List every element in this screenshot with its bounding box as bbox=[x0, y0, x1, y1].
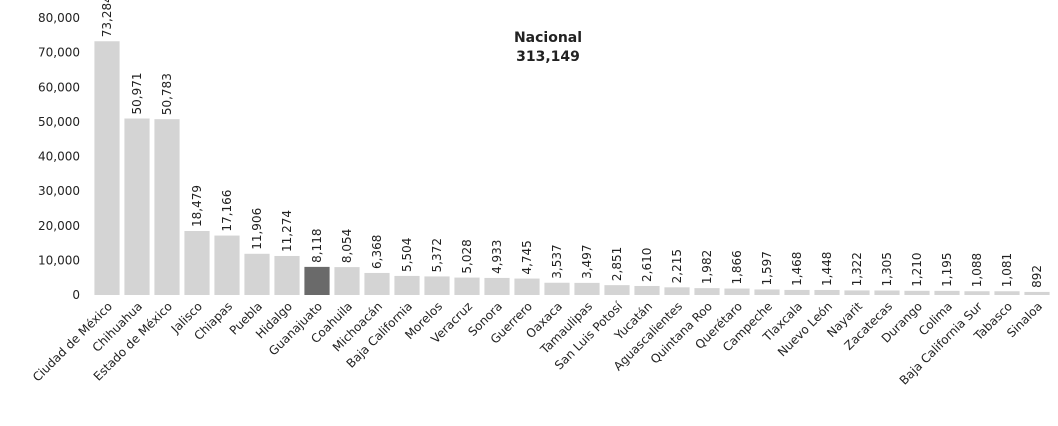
bar bbox=[784, 289, 810, 295]
y-tick-label: 0 bbox=[72, 288, 80, 302]
value-label: 1,597 bbox=[760, 251, 774, 285]
y-tick-label: 20,000 bbox=[38, 219, 80, 233]
bar bbox=[394, 275, 420, 295]
value-label: 1,448 bbox=[820, 252, 834, 286]
value-label: 6,368 bbox=[370, 235, 384, 269]
bar bbox=[904, 290, 930, 295]
value-label: 2,215 bbox=[670, 249, 684, 283]
value-label: 18,479 bbox=[190, 185, 204, 227]
value-label: 1,305 bbox=[880, 252, 894, 286]
bar bbox=[844, 290, 870, 295]
bar bbox=[154, 119, 180, 295]
value-label: 4,933 bbox=[490, 240, 504, 274]
annotation-value: 313,149 bbox=[516, 49, 580, 65]
bar bbox=[724, 288, 750, 295]
bar bbox=[484, 277, 510, 295]
value-label: 3,497 bbox=[580, 245, 594, 279]
y-tick-label: 10,000 bbox=[38, 253, 80, 267]
value-label: 1,195 bbox=[940, 253, 954, 287]
bar bbox=[694, 288, 720, 295]
value-label: 5,372 bbox=[430, 238, 444, 272]
value-label: 5,028 bbox=[460, 239, 474, 273]
bar bbox=[874, 290, 900, 295]
value-label: 50,783 bbox=[160, 73, 174, 115]
value-label: 2,851 bbox=[610, 247, 624, 281]
value-label: 1,210 bbox=[910, 252, 924, 286]
value-label: 1,866 bbox=[730, 250, 744, 284]
bar bbox=[544, 282, 570, 295]
bar bbox=[214, 235, 240, 295]
value-label: 4,745 bbox=[520, 240, 534, 274]
y-tick-label: 40,000 bbox=[38, 150, 80, 164]
value-label: 50,971 bbox=[130, 73, 144, 115]
y-tick-label: 30,000 bbox=[38, 184, 80, 198]
bar bbox=[514, 278, 540, 295]
bar bbox=[454, 277, 480, 295]
y-tick-label: 60,000 bbox=[38, 80, 80, 94]
value-label: 8,054 bbox=[340, 229, 354, 263]
y-tick-label: 50,000 bbox=[38, 115, 80, 129]
bar bbox=[1024, 291, 1050, 295]
value-label: 73,284 bbox=[100, 0, 114, 37]
bar bbox=[334, 267, 360, 295]
value-label: 2,610 bbox=[640, 248, 654, 282]
bar bbox=[994, 291, 1020, 295]
bar bbox=[424, 276, 450, 295]
value-label: 1,468 bbox=[790, 252, 804, 286]
value-label: 1,088 bbox=[970, 253, 984, 287]
bar bbox=[604, 285, 630, 295]
value-label: 11,274 bbox=[280, 210, 294, 252]
value-label: 17,166 bbox=[220, 190, 234, 232]
bar bbox=[184, 231, 210, 295]
value-label: 5,504 bbox=[400, 238, 414, 272]
bar bbox=[124, 118, 150, 295]
value-label: 1,322 bbox=[850, 252, 864, 286]
value-label: 11,906 bbox=[250, 208, 264, 250]
bar bbox=[274, 255, 300, 295]
bar bbox=[94, 41, 120, 295]
value-label: 892 bbox=[1030, 265, 1044, 288]
y-tick-label: 80,000 bbox=[38, 11, 80, 25]
value-label: 3,537 bbox=[550, 244, 564, 278]
bar bbox=[964, 291, 990, 295]
bar bbox=[364, 272, 390, 295]
value-label: 1,982 bbox=[700, 250, 714, 284]
annotation-title: Nacional bbox=[514, 30, 582, 46]
bar bbox=[754, 289, 780, 295]
value-label: 8,118 bbox=[310, 229, 324, 263]
bar bbox=[934, 290, 960, 295]
y-tick-label: 70,000 bbox=[38, 46, 80, 60]
bar bbox=[304, 266, 330, 295]
bar bbox=[664, 287, 690, 295]
bar bbox=[244, 253, 270, 295]
bar bbox=[634, 285, 660, 295]
bar bbox=[574, 282, 600, 295]
value-label: 1,081 bbox=[1000, 253, 1014, 287]
bar bbox=[814, 289, 840, 295]
